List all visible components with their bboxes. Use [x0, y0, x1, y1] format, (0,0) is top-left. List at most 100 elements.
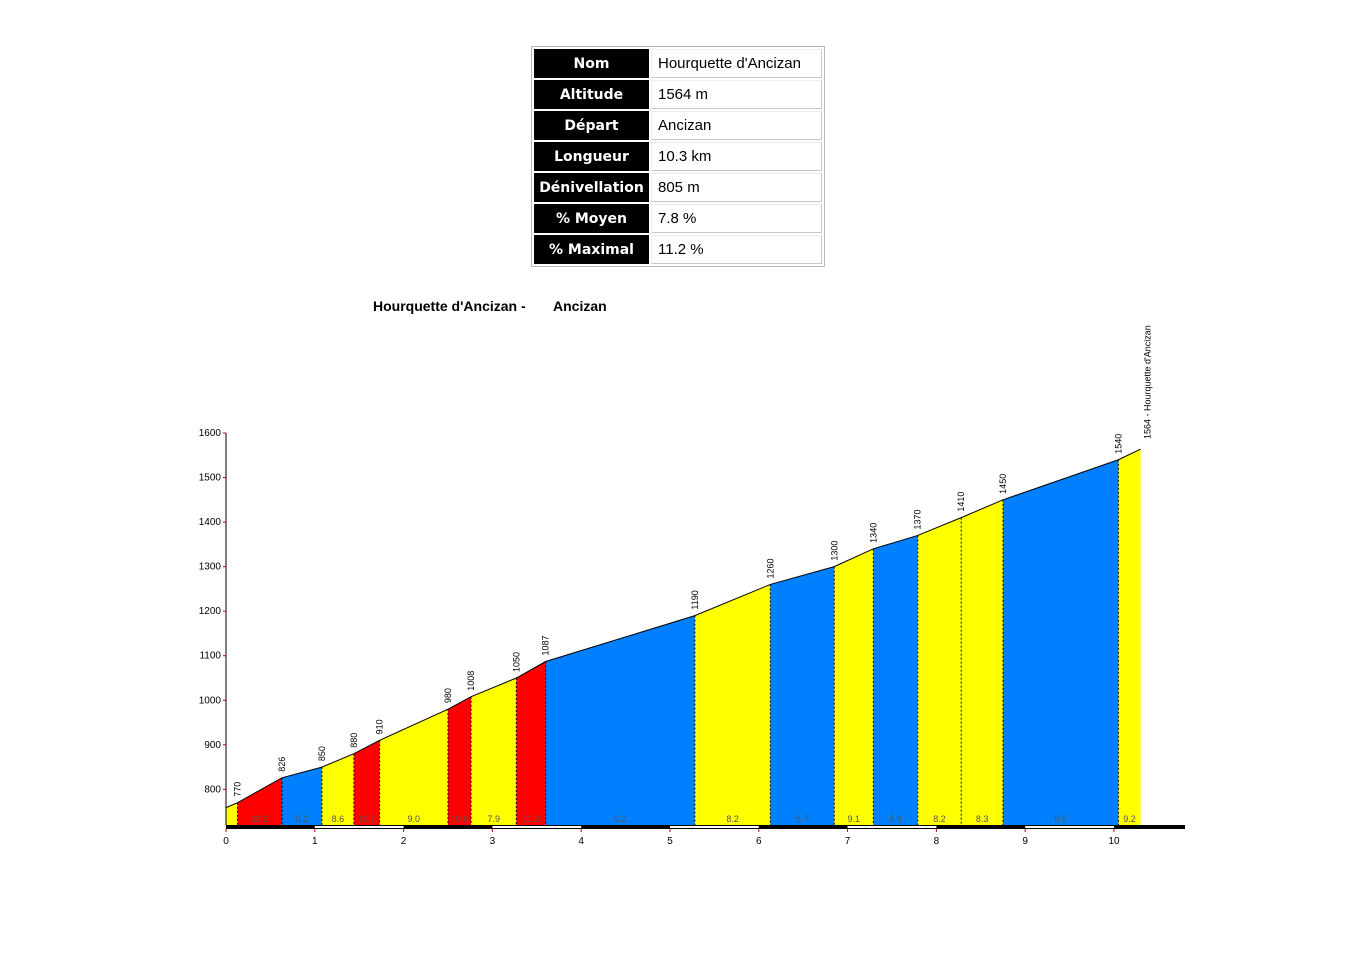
- info-value: Hourquette d'Ancizan: [651, 49, 822, 78]
- altitude-label: 910: [375, 719, 385, 734]
- profile-areas: [225, 448, 1141, 825]
- info-row: Altitude 1564 m: [534, 80, 822, 109]
- info-value: 7.8 %: [651, 204, 822, 233]
- x-axis-band: [314, 826, 404, 828]
- info-row: Longueur 10.3 km: [534, 142, 822, 171]
- y-tick-label: 1000: [199, 695, 222, 706]
- info-row: % Maximal 11.2 %: [534, 235, 822, 264]
- segment-area: [516, 661, 546, 825]
- gradient-label: 5.2: [296, 814, 309, 824]
- gradient-label: 9.1: [848, 814, 861, 824]
- segment-dividers: [237, 459, 1119, 825]
- altitude-label: 1340: [868, 523, 878, 543]
- segment-area: [447, 696, 472, 825]
- chart-title: Hourquette d'Ancizan - Ancizan: [373, 298, 607, 314]
- gradient-label: 7.9: [487, 814, 500, 824]
- info-label: % Moyen: [534, 204, 649, 233]
- info-row: Dénivellation 805 m: [534, 173, 822, 202]
- x-tick-label: 6: [756, 836, 762, 847]
- gradient-labels: 11.2 5.2 8.6 10.7 9.0 10.6 7.9 11.2 6.2 8.2 5.7 9.1…: [251, 814, 1135, 824]
- altitude-label: 980: [443, 688, 453, 703]
- altitude-label: 1540: [1113, 434, 1123, 454]
- altitude-label: 1300: [829, 541, 839, 561]
- x-axis-band: [1025, 826, 1114, 828]
- gradient-label: 9.0: [408, 814, 421, 824]
- x-tick-label: 0: [223, 836, 229, 847]
- info-label: Altitude: [534, 80, 649, 109]
- gradient-label: 6.2: [614, 814, 627, 824]
- chart-title-left: Hourquette d'Ancizan -: [373, 298, 526, 314]
- climb-info-table: Nom Hourquette d'Ancizan Altitude 1564 m Dép…: [531, 46, 825, 267]
- y-tick-label: 1500: [199, 473, 222, 484]
- segment-area: [1118, 449, 1141, 825]
- altitude-label: 1008: [466, 671, 476, 691]
- gradient-label: 6.9: [1054, 814, 1067, 824]
- axes: 800 900 1000 1100 1200 1300 1400 1500 1600 0 1 2 3 4 5…: [199, 428, 1185, 847]
- gradient-label: 8.2: [726, 814, 739, 824]
- info-row: % Moyen 7.8 %: [534, 204, 822, 233]
- altitude-label: 1050: [511, 652, 521, 672]
- y-tick-label: 1300: [199, 562, 222, 573]
- segment-area: [471, 678, 517, 825]
- altitude-label: 826: [277, 757, 287, 772]
- info-row: Départ Ancizan: [534, 111, 822, 140]
- altitude-label: 1450: [998, 474, 1008, 494]
- segment-area: [545, 615, 695, 825]
- y-tick-label: 1100: [199, 651, 221, 662]
- segment-area: [353, 740, 380, 825]
- chart-title-right: Ancizan: [553, 298, 607, 314]
- gradient-label: 5.9: [889, 814, 902, 824]
- x-tick-label: 7: [845, 836, 851, 847]
- info-label: Dénivellation: [534, 173, 649, 202]
- x-axis-band: [492, 826, 582, 828]
- gradient-label: 10.6: [451, 814, 469, 824]
- info-label: Départ: [534, 111, 649, 140]
- info-value: Ancizan: [651, 111, 822, 140]
- y-tick-label: 900: [204, 740, 221, 751]
- segment-area: [379, 709, 448, 825]
- altitude-label: 770: [233, 782, 243, 797]
- altitude-label: 1190: [690, 590, 700, 609]
- y-tick-label: 1600: [199, 428, 222, 439]
- altitude-label: 850: [317, 746, 327, 761]
- gradient-label: 8.6: [332, 814, 345, 824]
- x-tick-label: 4: [578, 836, 584, 847]
- info-value: 805 m: [651, 173, 822, 202]
- gradient-label: 8.2: [933, 814, 946, 824]
- segment-area: [237, 777, 282, 825]
- info-label: Longueur: [534, 142, 649, 171]
- x-axis-band: [669, 826, 759, 828]
- altitude-labels: 770 826 850 880 910 980 1008 1050 1087 1190 1260 13…: [233, 325, 1153, 796]
- segment-area: [917, 517, 962, 825]
- altitude-label: 1260: [765, 558, 775, 578]
- y-tick-label: 800: [204, 784, 221, 795]
- segment-area: [873, 535, 918, 825]
- altitude-label: 1410: [956, 492, 966, 512]
- info-label: % Maximal: [534, 235, 649, 264]
- segment-area: [694, 584, 771, 825]
- x-tick-label: 8: [934, 836, 940, 847]
- gradient-label: 9.2: [1123, 814, 1136, 824]
- gradient-label: 11.2: [523, 814, 540, 824]
- segment-area: [321, 753, 354, 825]
- x-tick-label: 2: [401, 836, 407, 847]
- y-tick-label: 1200: [199, 606, 222, 617]
- gradient-label: 11.2: [251, 814, 268, 824]
- segment-area: [770, 566, 835, 825]
- info-value: 11.2 %: [651, 235, 822, 264]
- gradient-label: 10.7: [358, 814, 376, 824]
- segment-area: [281, 767, 322, 825]
- segment-area: [834, 548, 874, 825]
- altitude-label: 1370: [913, 509, 923, 529]
- x-axis-band: [847, 826, 937, 828]
- info-row: Nom Hourquette d'Ancizan: [534, 49, 822, 78]
- summit-label: 1564 - Hourquette d'Ancizan: [1143, 325, 1153, 439]
- info-value: 10.3 km: [651, 142, 822, 171]
- altitude-label: 880: [349, 733, 359, 748]
- x-tick-label: 10: [1108, 836, 1120, 847]
- x-tick-label: 3: [490, 836, 496, 847]
- gradient-label: 8.3: [976, 814, 989, 824]
- segment-area: [1002, 459, 1119, 825]
- altitude-label: 1087: [541, 635, 551, 655]
